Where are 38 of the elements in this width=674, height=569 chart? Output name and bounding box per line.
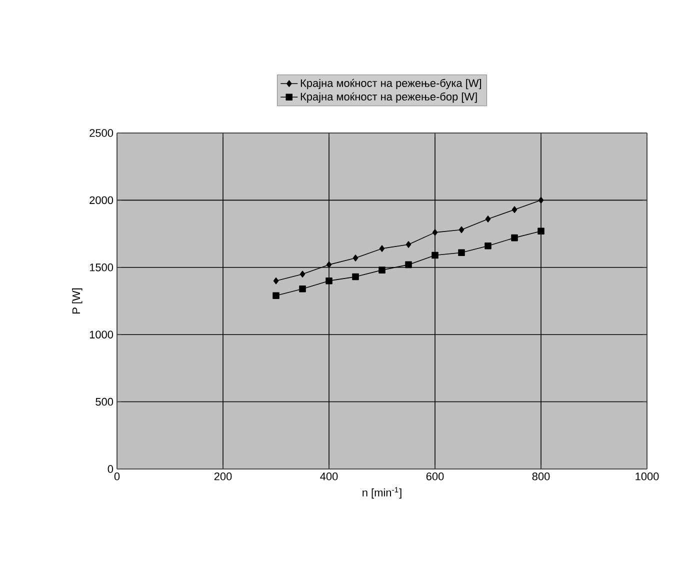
y-tick-label: 1000 bbox=[90, 330, 114, 338]
x-axis-title: n [min$^{-1}$] bbox=[362, 487, 402, 499]
point bbox=[511, 234, 518, 242]
point bbox=[326, 277, 332, 284]
y-tick-label: 2000 bbox=[90, 196, 114, 204]
y-tick-label: 0 bbox=[108, 465, 114, 473]
point bbox=[300, 270, 306, 278]
y-tick-label: 2500 bbox=[90, 129, 114, 137]
point bbox=[273, 277, 279, 284]
point bbox=[352, 254, 358, 262]
x-tick-label: 200 bbox=[214, 472, 232, 480]
point bbox=[538, 196, 544, 204]
legend-label: Крајна моќност на режење-бор [W] bbox=[300, 92, 477, 103]
x-tick-label: 0 bbox=[114, 472, 120, 480]
point bbox=[485, 216, 491, 222]
y-tick-label: 500 bbox=[96, 398, 114, 406]
point bbox=[406, 241, 412, 248]
point bbox=[299, 286, 306, 292]
point bbox=[378, 266, 386, 274]
point bbox=[458, 226, 464, 234]
x-tick-label: 600 bbox=[426, 472, 444, 480]
y-tick-label: 1500 bbox=[90, 264, 114, 272]
point bbox=[432, 252, 438, 259]
x-tick-label: 1000 bbox=[636, 472, 659, 480]
legend-label: Крајна моќност на режење-бука [W] bbox=[300, 78, 482, 90]
point bbox=[379, 245, 385, 252]
x-tick-label: 400 bbox=[320, 472, 338, 480]
point bbox=[512, 206, 518, 213]
point bbox=[352, 273, 359, 280]
point bbox=[432, 229, 438, 236]
point bbox=[405, 261, 412, 268]
point bbox=[272, 292, 280, 299]
point bbox=[458, 249, 465, 256]
point bbox=[538, 228, 544, 234]
point bbox=[326, 261, 332, 268]
point bbox=[484, 242, 492, 250]
x-tick-label: 800 bbox=[532, 472, 550, 480]
y-axis-title: P [W] bbox=[72, 288, 82, 314]
